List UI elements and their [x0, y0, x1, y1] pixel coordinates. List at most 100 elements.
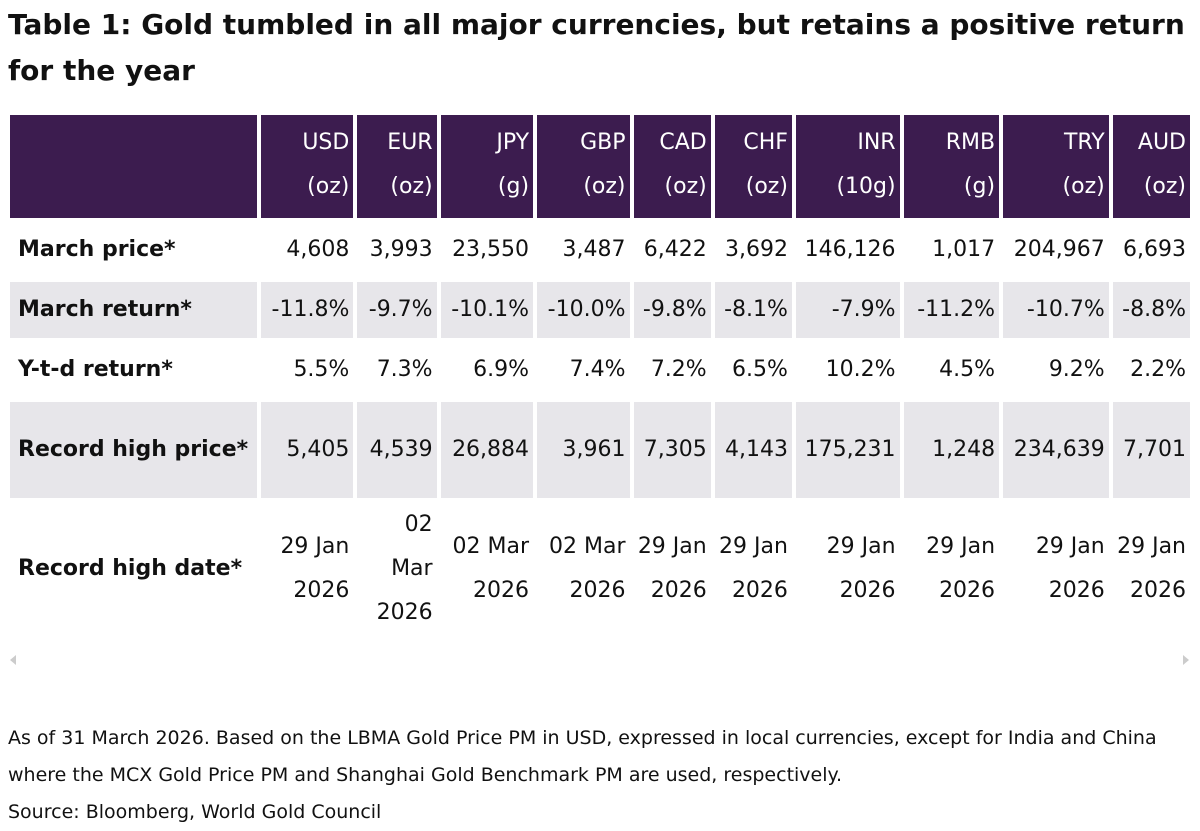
cell: 175,231	[795, 402, 900, 498]
cell: 6,693	[1123, 237, 1186, 262]
notes: As of 31 March 2026. Based on the LBMA G…	[8, 720, 1188, 831]
unit: (10g)	[836, 173, 896, 199]
currency: GBP	[580, 129, 626, 155]
cell: 23,550	[452, 237, 530, 262]
unit: (g)	[497, 173, 530, 199]
cell: 29 Jan 2026	[637, 534, 707, 603]
unit: (oz)	[1143, 173, 1186, 199]
cell: 29 Jan 2026	[1117, 534, 1186, 603]
cell: 6,422	[643, 237, 707, 262]
cell: 3,692	[724, 237, 788, 262]
cell: 02 Mar 2026	[376, 512, 433, 625]
unit: (oz)	[307, 173, 350, 199]
currency: EUR	[387, 129, 433, 155]
cell: -10.7%	[1003, 282, 1109, 338]
currency: AUD	[1137, 129, 1186, 155]
cell: -7.9%	[795, 282, 900, 338]
header-cell	[10, 115, 257, 218]
note: Source: Bloomberg, World Gold Council	[8, 801, 382, 823]
cell: 02 Mar 2026	[549, 534, 626, 603]
header-cell: JPY (g)	[440, 115, 534, 218]
cell: 7,305	[633, 402, 711, 498]
currency: CHF	[743, 129, 788, 155]
cell: 5,405	[260, 402, 354, 498]
cell: -8.1%	[714, 282, 792, 338]
currency: INR	[857, 129, 896, 155]
cell: 29 Jan 2026	[826, 534, 896, 603]
header-cell: GBP (oz)	[537, 115, 630, 218]
cell: 29 Jan 2026	[926, 534, 996, 603]
cell: -9.8%	[633, 282, 711, 338]
row-label: March return*	[10, 282, 257, 338]
table-row: Y-t-d return* 5.5% 7.3% 6.9% 7.4% 7.2% 6.5% 10.…	[10, 342, 1190, 398]
cell: 5.5%	[293, 357, 350, 382]
table-row: Record high date* 29 Jan 2026 02 Mar 2026 0…	[10, 502, 1190, 636]
cell: -8.8%	[1112, 282, 1190, 338]
cell: 6.9%	[473, 357, 530, 382]
header-cell: AUD (oz)	[1112, 115, 1190, 218]
cell: -11.2%	[903, 282, 1000, 338]
cell: 1,248	[903, 402, 1000, 498]
header-cell: INR (10g)	[795, 115, 900, 218]
header-row: USD (oz) EUR (oz) JPY (g) GBP (oz) CAD (oz) CHF (oz…	[10, 115, 1190, 218]
unit: (g)	[963, 173, 996, 199]
cell: 02 Mar 2026	[452, 534, 530, 603]
unit: (oz)	[664, 173, 707, 199]
note: As of 31 March 2026. Based on the LBMA G…	[8, 727, 1157, 786]
cell: 1,017	[932, 237, 996, 262]
row-label: March price*	[18, 237, 176, 262]
unit: (oz)	[1062, 173, 1105, 199]
unit: (oz)	[583, 173, 626, 199]
header-cell: RMB (g)	[903, 115, 1000, 218]
cell: 7,701	[1112, 402, 1190, 498]
cell: 9.2%	[1048, 357, 1105, 382]
cell: -11.8%	[260, 282, 354, 338]
cell: -9.7%	[357, 282, 437, 338]
row-label: Record high date*	[18, 556, 243, 581]
scroll-right[interactable]	[1183, 655, 1189, 665]
cell: 29 Jan 2026	[1035, 534, 1105, 603]
header-cell: EUR (oz)	[357, 115, 437, 218]
cell: 7.3%	[376, 357, 433, 382]
cell: 4,539	[357, 402, 437, 498]
cell: -10.0%	[537, 282, 630, 338]
cell: 7.4%	[569, 357, 626, 382]
header-cell: CAD (oz)	[633, 115, 711, 218]
unit: (oz)	[745, 173, 788, 199]
table-row: March return* -11.8% -9.7% -10.1% -10.0% -9.8…	[10, 282, 1190, 338]
cell: 204,967	[1013, 237, 1105, 262]
cell: 29 Jan 2026	[280, 534, 350, 603]
currency: JPY	[496, 129, 530, 155]
cell: 7.2%	[650, 357, 707, 382]
currency: RMB	[945, 129, 996, 155]
cell: 3,487	[562, 237, 626, 262]
cell: 3,961	[537, 402, 630, 498]
cell: 234,639	[1003, 402, 1109, 498]
cell: 4.5%	[939, 357, 996, 382]
header-cell: USD (oz)	[260, 115, 354, 218]
cell: 6.5%	[732, 357, 788, 382]
header-cell: CHF (oz)	[714, 115, 792, 218]
unit: (oz)	[390, 173, 433, 199]
cell: 29 Jan 2026	[719, 534, 788, 603]
cell: 26,884	[440, 402, 534, 498]
table-row: Record high price* 5,405 4,539 26,884 3,961 7…	[10, 402, 1190, 498]
currency: TRY	[1063, 129, 1105, 155]
header-cell: TRY (oz)	[1003, 115, 1109, 218]
cell: 4,143	[714, 402, 792, 498]
scroll-left[interactable]	[10, 655, 16, 665]
cell: 4,608	[286, 237, 350, 262]
data-table: USD (oz) EUR (oz) JPY (g) GBP (oz) CAD (oz) CHF (oz…	[6, 111, 1194, 640]
cell: -10.1%	[440, 282, 534, 338]
currency: CAD	[659, 129, 707, 155]
cell: 3,993	[369, 237, 433, 262]
table-row: March price* 4,608 3,993 23,550 3,487 6,422 3,…	[10, 222, 1190, 278]
cell: 146,126	[804, 237, 896, 262]
cell: 10.2%	[825, 357, 896, 382]
row-label: Record high price*	[10, 402, 257, 498]
currency: USD	[302, 129, 350, 155]
table-body: March price* 4,608 3,993 23,550 3,487 6,422 3,…	[10, 222, 1190, 636]
cell: 2.2%	[1130, 357, 1186, 382]
table-title: Table 1: Gold tumbled in all major curre…	[8, 8, 1185, 87]
